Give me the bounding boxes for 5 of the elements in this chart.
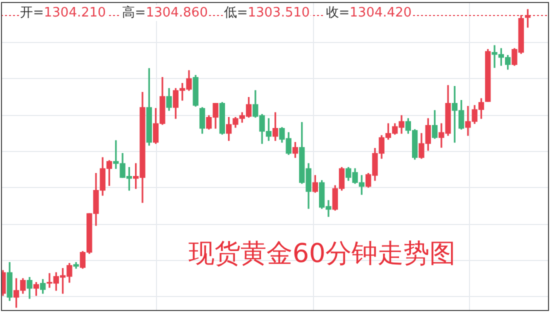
- annotation: 收=1304.420: [326, 5, 412, 20]
- annotation: 低=1303.510: [224, 5, 310, 20]
- annotation: 开=1304.210: [20, 5, 106, 20]
- text: 现货黄金60分钟走势图: [188, 238, 456, 269]
- annotation: 高=1304.860: [122, 4, 208, 20]
